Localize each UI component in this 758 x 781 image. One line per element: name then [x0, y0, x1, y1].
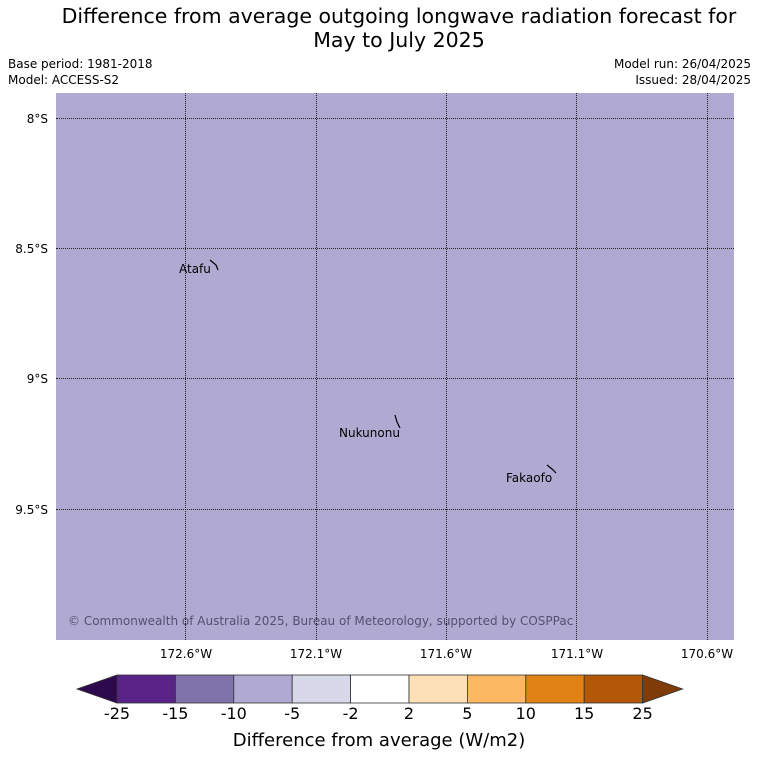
colorbar-tick-label: -15 — [162, 704, 189, 723]
colorbar-tick-label: -10 — [220, 704, 247, 723]
colorbar-tick-label: 15 — [574, 704, 595, 723]
place-label-fakaofo: Fakaofo — [506, 471, 553, 485]
gridline-lon-172-1w — [316, 93, 317, 640]
issued-text: Issued: 28/04/2025 — [635, 73, 751, 87]
colorbar-segment — [116, 674, 176, 704]
gridline-lon-170-6w — [707, 93, 708, 640]
lat-label: 9°S — [26, 372, 48, 386]
colorbar-segment — [350, 674, 410, 704]
colorbar-segment — [233, 674, 293, 704]
lon-label: 170.6°W — [680, 647, 734, 661]
colorbar-segment — [466, 674, 527, 704]
colorbar-label: Difference from average (W/m2) — [232, 730, 526, 751]
fakaofo-island-shape — [546, 464, 557, 474]
model-run-text: Model run: 26/04/2025 — [613, 57, 751, 71]
colorbar-tick-label: -2 — [342, 704, 359, 723]
base-period-text: Base period: 1981-2018 — [8, 57, 153, 71]
metadata-right: Model run: 26/04/2025 Issued: 28/04/2025 — [614, 56, 751, 88]
colorbar — [75, 674, 684, 704]
colorbar-segment — [174, 674, 235, 704]
gridline-lon-171-1w — [576, 93, 577, 640]
colorbar-segment — [525, 674, 585, 704]
title-line-1: Difference from average outgoing longwav… — [61, 4, 737, 28]
lon-label: 172.6°W — [159, 647, 213, 661]
colorbar-tick-label: 2 — [403, 704, 415, 723]
colorbar-segment — [291, 674, 352, 704]
place-label-nukunonu: Nukunonu — [339, 426, 400, 440]
colorbar-tick-label: -25 — [103, 704, 131, 723]
lon-label: 171.6°W — [419, 647, 473, 661]
gridline-lat-8-5s — [56, 248, 734, 249]
colorbar-tick-label: -5 — [284, 704, 301, 723]
gridline-lat-8s — [56, 118, 734, 119]
lat-label: 9.5°S — [15, 503, 48, 517]
colorbar-arrow-low — [75, 674, 118, 704]
colorbar-arrow-high — [642, 674, 684, 704]
colorbar-segment — [408, 674, 468, 704]
nukunonu-island-shape — [394, 414, 401, 429]
colorbar-tick-label: 5 — [462, 704, 473, 723]
gridline-lon-172-6w — [185, 93, 186, 640]
gridline-lat-9-5s — [56, 509, 734, 510]
colorbar-segment — [583, 674, 644, 704]
lat-label: 8°S — [26, 112, 48, 126]
colorbar-tick-label: 25 — [632, 704, 653, 723]
lat-label: 8.5°S — [15, 242, 48, 256]
map-title: Difference from average outgoing longwav… — [0, 4, 758, 52]
map-area: Atafu Nukunonu Fakaofo © Commonwealth of… — [56, 93, 734, 640]
place-label-atafu: Atafu — [179, 262, 211, 276]
title-line-2: May to July 2025 — [313, 28, 485, 52]
metadata-left: Base period: 1981-2018 Model: ACCESS-S2 — [8, 56, 153, 88]
model-text: Model: ACCESS-S2 — [8, 73, 120, 87]
colorbar-tick-label: 10 — [515, 704, 536, 723]
lon-label: 172.1°W — [289, 647, 343, 661]
gridline-lat-9s — [56, 378, 734, 379]
island-outlines — [209, 259, 557, 474]
lon-label: 171.1°W — [550, 647, 604, 661]
gridline-lon-171-6w — [446, 93, 447, 640]
copyright-notice: © Commonwealth of Australia 2025, Bureau… — [68, 614, 574, 628]
atafu-island-shape — [209, 259, 219, 271]
